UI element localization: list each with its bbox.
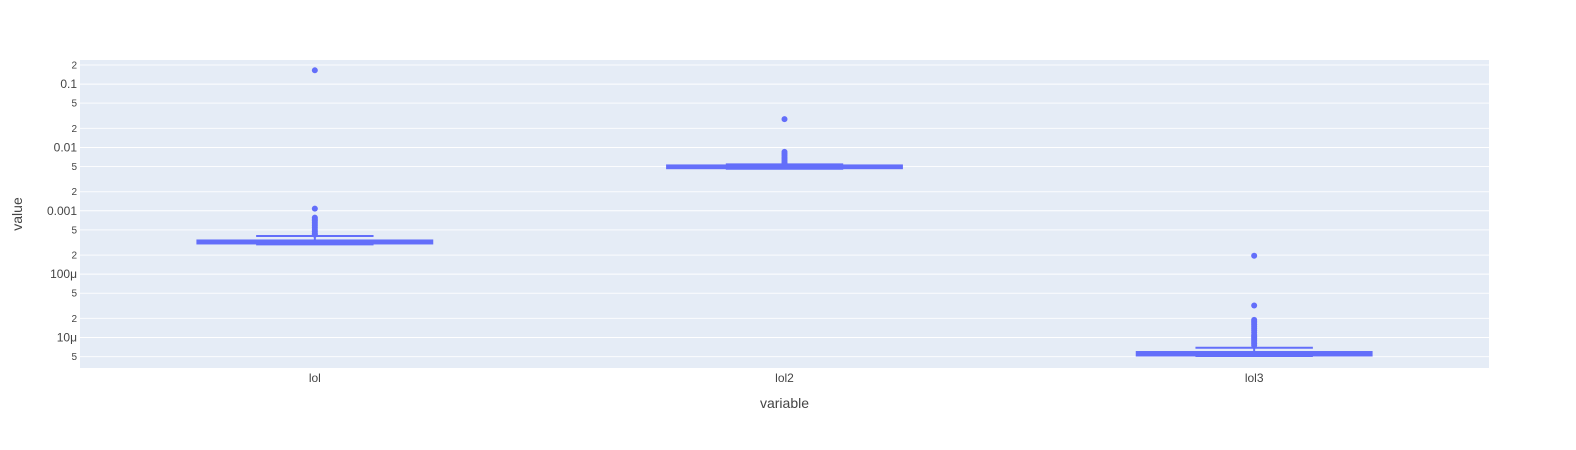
y-tick-label: 100μ (50, 267, 77, 281)
y-tick-label: 10μ (57, 330, 77, 344)
outlier-point (311, 205, 318, 212)
y-axis-title: value (9, 197, 25, 231)
y-minor-tick-label: 2 (71, 251, 77, 262)
y-tick-label: 0.1 (60, 77, 77, 91)
outlier-point (1251, 342, 1258, 349)
x-tick-label: lol3 (1245, 371, 1264, 385)
y-minor-tick-label: 5 (71, 352, 77, 363)
y-minor-tick-label: 5 (71, 162, 77, 173)
boxes (196, 67, 1373, 358)
outlier-point (781, 160, 788, 167)
y-minor-tick-label: 2 (71, 314, 77, 325)
y-tick-label: 0.001 (47, 204, 77, 218)
x-axis-ticks: lol lol2 lol3 (309, 371, 1264, 385)
outlier-point (1251, 252, 1258, 259)
box-lol2 (666, 116, 903, 170)
outlier-point (1251, 302, 1258, 309)
x-tick-label: lol (309, 371, 321, 385)
y-minor-tick-label: 5 (71, 99, 77, 110)
y-minor-tick-label: 2 (71, 61, 77, 72)
box-lol3 (1135, 252, 1373, 358)
plot-area (80, 60, 1489, 368)
x-tick-label: lol2 (775, 371, 794, 385)
y-minor-tick-label: 2 (71, 124, 77, 135)
outlier-point (781, 116, 788, 123)
y-tick-label: 0.01 (54, 140, 78, 154)
outlier-point (311, 231, 318, 238)
y-axis-ticks: 0.1 0.01 0.001 100μ 10μ 2 5 2 5 2 5 2 5 2 5 (47, 61, 77, 364)
y-minor-tick-label: 2 (71, 187, 77, 198)
outlier-point (311, 67, 318, 74)
y-minor-tick-label: 5 (71, 289, 77, 300)
box-lol (196, 67, 434, 246)
x-axis-title: variable (760, 395, 809, 411)
y-minor-tick-label: 5 (71, 225, 77, 236)
